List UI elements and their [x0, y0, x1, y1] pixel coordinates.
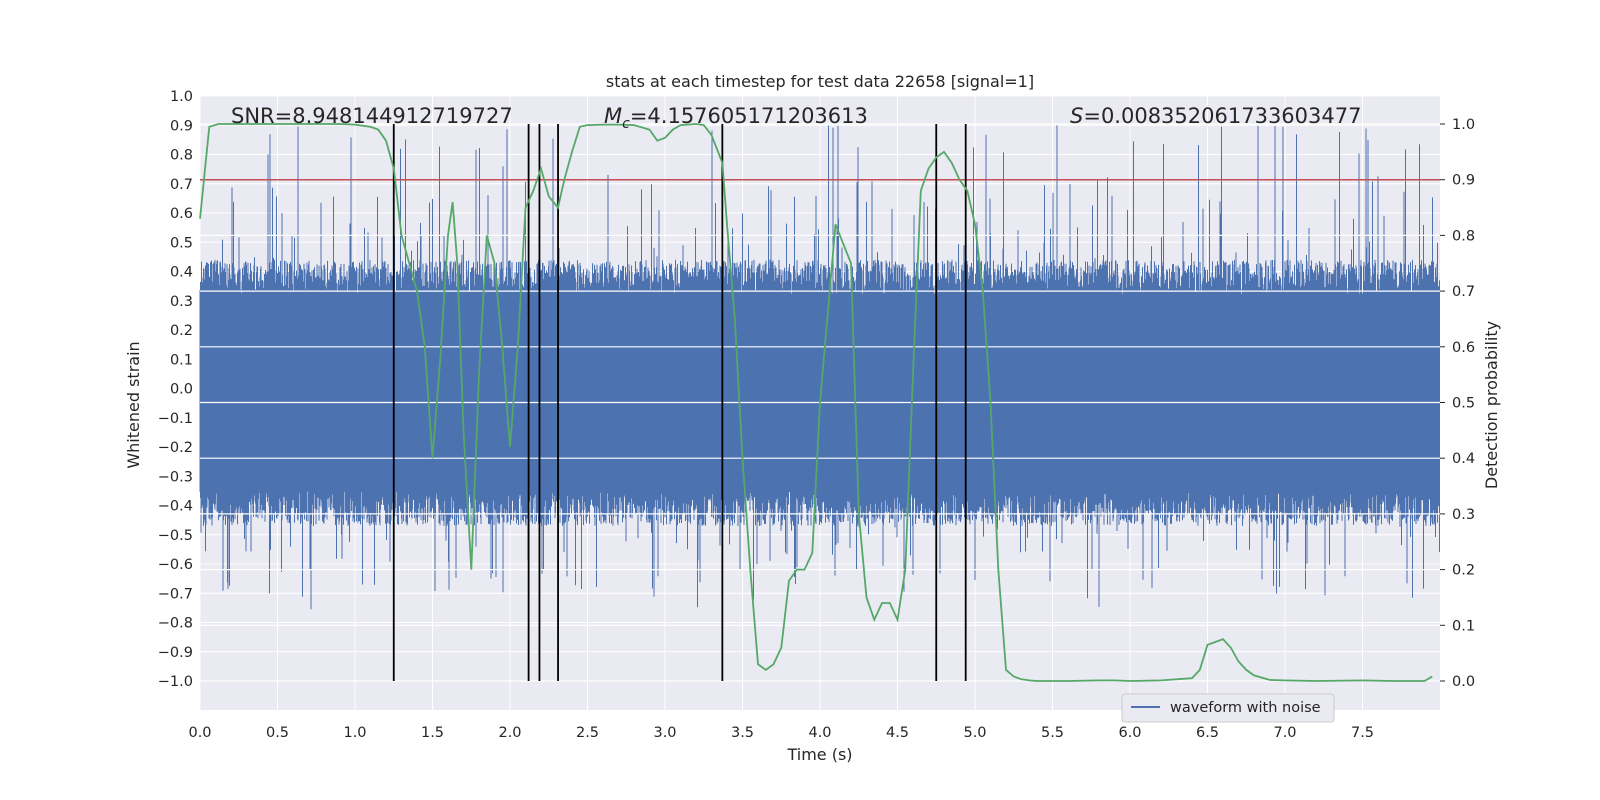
x-axis-label: Time (s): [786, 745, 852, 764]
y2-tick-label: 0.9: [1452, 173, 1475, 189]
y-tick-label: 0.3: [170, 294, 193, 310]
y-tick-label: −0.9: [158, 645, 193, 661]
x-tick-label: 1.5: [421, 725, 444, 741]
vertical-markers: [392, 124, 967, 681]
s-symbol: S: [1070, 104, 1083, 128]
legend: waveform with noise: [1121, 693, 1335, 723]
y-tick-label: −0.7: [158, 586, 193, 602]
chirp-mass-value: =4.157605171203613: [630, 104, 868, 128]
y-tick-label: −0.1: [158, 411, 193, 427]
y2-tick-label: 0.3: [1452, 507, 1475, 523]
y2-tick-labels: 1.0 0.9 0.8 0.7 0.6 0.5 0.4 0.3 0.2 0.1 0.0: [1440, 117, 1475, 690]
y2-axis-label: Detection probability: [1482, 321, 1501, 489]
legend-label-waveform: waveform with noise: [1170, 700, 1321, 716]
s-annotation: S=0.008352061733603477: [1070, 104, 1361, 128]
x-tick-label: 5.5: [1041, 725, 1064, 741]
waveform-trace: [199, 125, 1440, 610]
x-tick-label: 4.0: [808, 725, 831, 741]
chirp-mass-symbol: M: [604, 104, 622, 128]
y-tick-label: 0.8: [170, 148, 193, 164]
y2-tick-label: 0.2: [1452, 563, 1475, 579]
x-tick-label: 2.0: [498, 725, 521, 741]
y2-tick-label: 0.0: [1452, 674, 1475, 690]
y-tick-label: −0.6: [158, 557, 193, 573]
y-tick-label: 0.5: [170, 235, 193, 251]
y-tick-label: −0.2: [158, 440, 193, 456]
y-tick-label: −0.8: [158, 616, 193, 632]
chirp-mass-annotation: Mc=4.157605171203613: [604, 104, 868, 132]
y-tick-label: 1.0: [170, 89, 193, 105]
y-tick-label: 0.9: [170, 118, 193, 134]
y2-tick-label: 0.7: [1452, 284, 1475, 300]
x-tick-label: 1.0: [343, 725, 366, 741]
detection-probability-line: [199, 123, 1433, 682]
x-tick-label: 5.0: [963, 725, 986, 741]
y-tick-label: −0.5: [158, 528, 193, 544]
x-tick-label: 6.0: [1118, 725, 1141, 741]
y2-tick-label: 0.1: [1452, 618, 1475, 634]
x-tick-label: 6.5: [1196, 725, 1219, 741]
waveform-series: [199, 125, 1440, 610]
y-tick-label: −0.4: [158, 499, 193, 515]
y-tick-labels: 1.0 0.9 0.8 0.7 0.6 0.5 0.4 0.3 0.2 0.1 0.0 −0.1 −0.…: [158, 89, 193, 690]
y-tick-label: −1.0: [158, 674, 193, 690]
x-tick-labels: 0.0 0.5 1.0 1.5 2.0 2.5 3.0 3.5 4.0 4.5 5.0 5.5 6.0 6…: [188, 725, 1374, 741]
y-axis-label: Whitened strain: [124, 341, 143, 468]
y2-tick-label: 0.4: [1452, 451, 1475, 467]
y-tick-label: 0.6: [170, 206, 193, 222]
y-tick-label: 0.4: [170, 265, 193, 281]
chirp-mass-subscript: c: [622, 116, 630, 132]
x-tick-label: 4.5: [886, 725, 909, 741]
s-value: =0.008352061733603477: [1083, 104, 1361, 128]
y-tick-label: −0.3: [158, 469, 193, 485]
x-tick-label: 7.5: [1351, 725, 1374, 741]
chart-title: stats at each timestep for test data 226…: [606, 72, 1034, 91]
x-tick-label: 0.5: [266, 725, 289, 741]
x-tick-label: 2.5: [576, 725, 599, 741]
y2-tick-label: 0.6: [1452, 340, 1475, 356]
legend-box: [1121, 693, 1335, 723]
y-tick-label: 0.2: [170, 323, 193, 339]
x-tick-label: 0.0: [188, 725, 211, 741]
snr-annotation: SNR=8.948144912719727: [231, 104, 513, 128]
x-tick-label: 3.0: [653, 725, 676, 741]
y-tick-label: 0.1: [170, 352, 193, 368]
x-tick-label: 7.0: [1273, 725, 1296, 741]
y2-tick-label: 1.0: [1452, 117, 1475, 133]
y2-tick-label: 0.5: [1452, 396, 1475, 412]
y2-tick-label: 0.8: [1452, 228, 1475, 244]
y-tick-label: 0.7: [170, 177, 193, 193]
y-tick-label: 0.0: [170, 382, 193, 398]
x-tick-label: 3.5: [731, 725, 754, 741]
